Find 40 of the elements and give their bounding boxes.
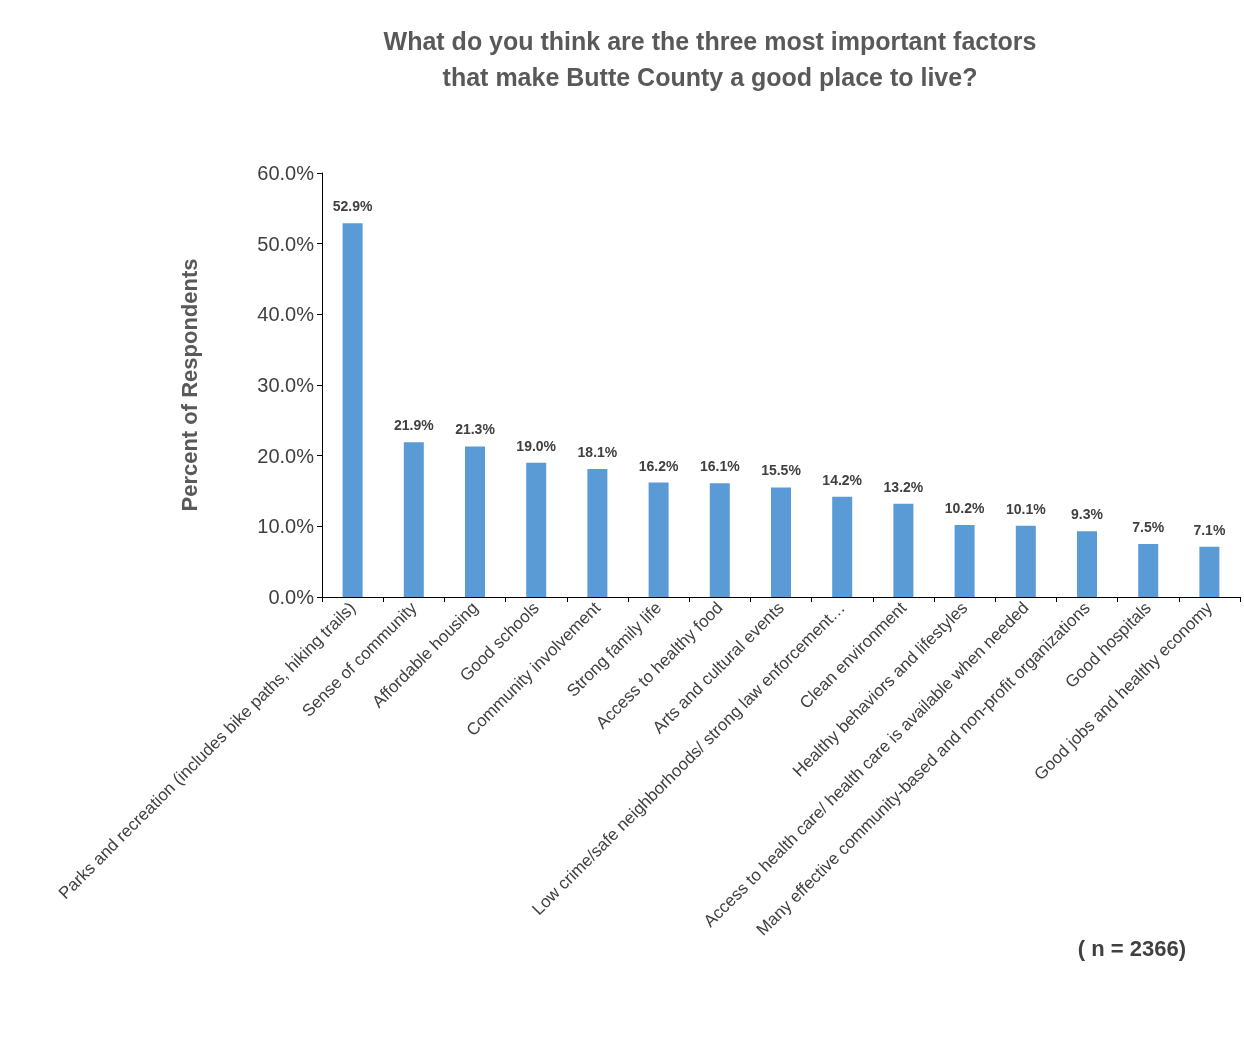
- y-tick-label: 50.0%: [257, 232, 315, 255]
- text: ( n = 2366): [1077, 935, 1186, 961]
- bar: [709, 483, 730, 597]
- bar: [648, 482, 669, 597]
- data-label: 7.5%: [1132, 519, 1165, 535]
- bar: [526, 462, 547, 597]
- y-tick-label: 10.0%: [257, 515, 315, 538]
- y-tick-label: 30.0%: [257, 374, 315, 396]
- bar: [465, 446, 485, 597]
- bar: [342, 223, 363, 597]
- data-label: 15.5%: [761, 462, 802, 479]
- bar: [403, 442, 424, 597]
- data-label: 21.3%: [455, 421, 496, 438]
- data-label: 14.2%: [822, 471, 863, 488]
- bar: [1077, 531, 1097, 597]
- bar: [771, 487, 791, 597]
- y-tick-label: 40.0%: [257, 303, 315, 326]
- data-label: 10.1%: [1005, 500, 1047, 517]
- data-label: 16.2%: [638, 457, 679, 474]
- bar: [1199, 546, 1220, 597]
- bar: [1138, 544, 1159, 597]
- bar: [587, 469, 608, 597]
- y-tick-label: 60.0%: [257, 162, 315, 184]
- y-tick-label: 0.0%: [268, 586, 315, 608]
- data-label: 7.1%: [1193, 521, 1226, 538]
- bar: [1015, 525, 1036, 597]
- bar: [954, 524, 975, 597]
- y-axis-title: Percent of Respondents: [176, 258, 202, 512]
- bar: [893, 503, 914, 597]
- data-label: 16.1%: [699, 458, 741, 475]
- y-tick-label: 20.0%: [257, 444, 315, 467]
- bar: [832, 496, 853, 597]
- data-label: 19.0%: [516, 437, 557, 454]
- data-label: 21.9%: [393, 417, 435, 434]
- data-label: 52.9%: [332, 198, 373, 215]
- data-label: 18.1%: [577, 444, 618, 461]
- data-label: 10.2%: [944, 499, 985, 516]
- data-label: 9.3%: [1071, 506, 1104, 523]
- data-label: 13.2%: [883, 478, 924, 495]
- chart-title: What do you think are the three most important factors that make Butte County a good place to live?: [383, 27, 1037, 91]
